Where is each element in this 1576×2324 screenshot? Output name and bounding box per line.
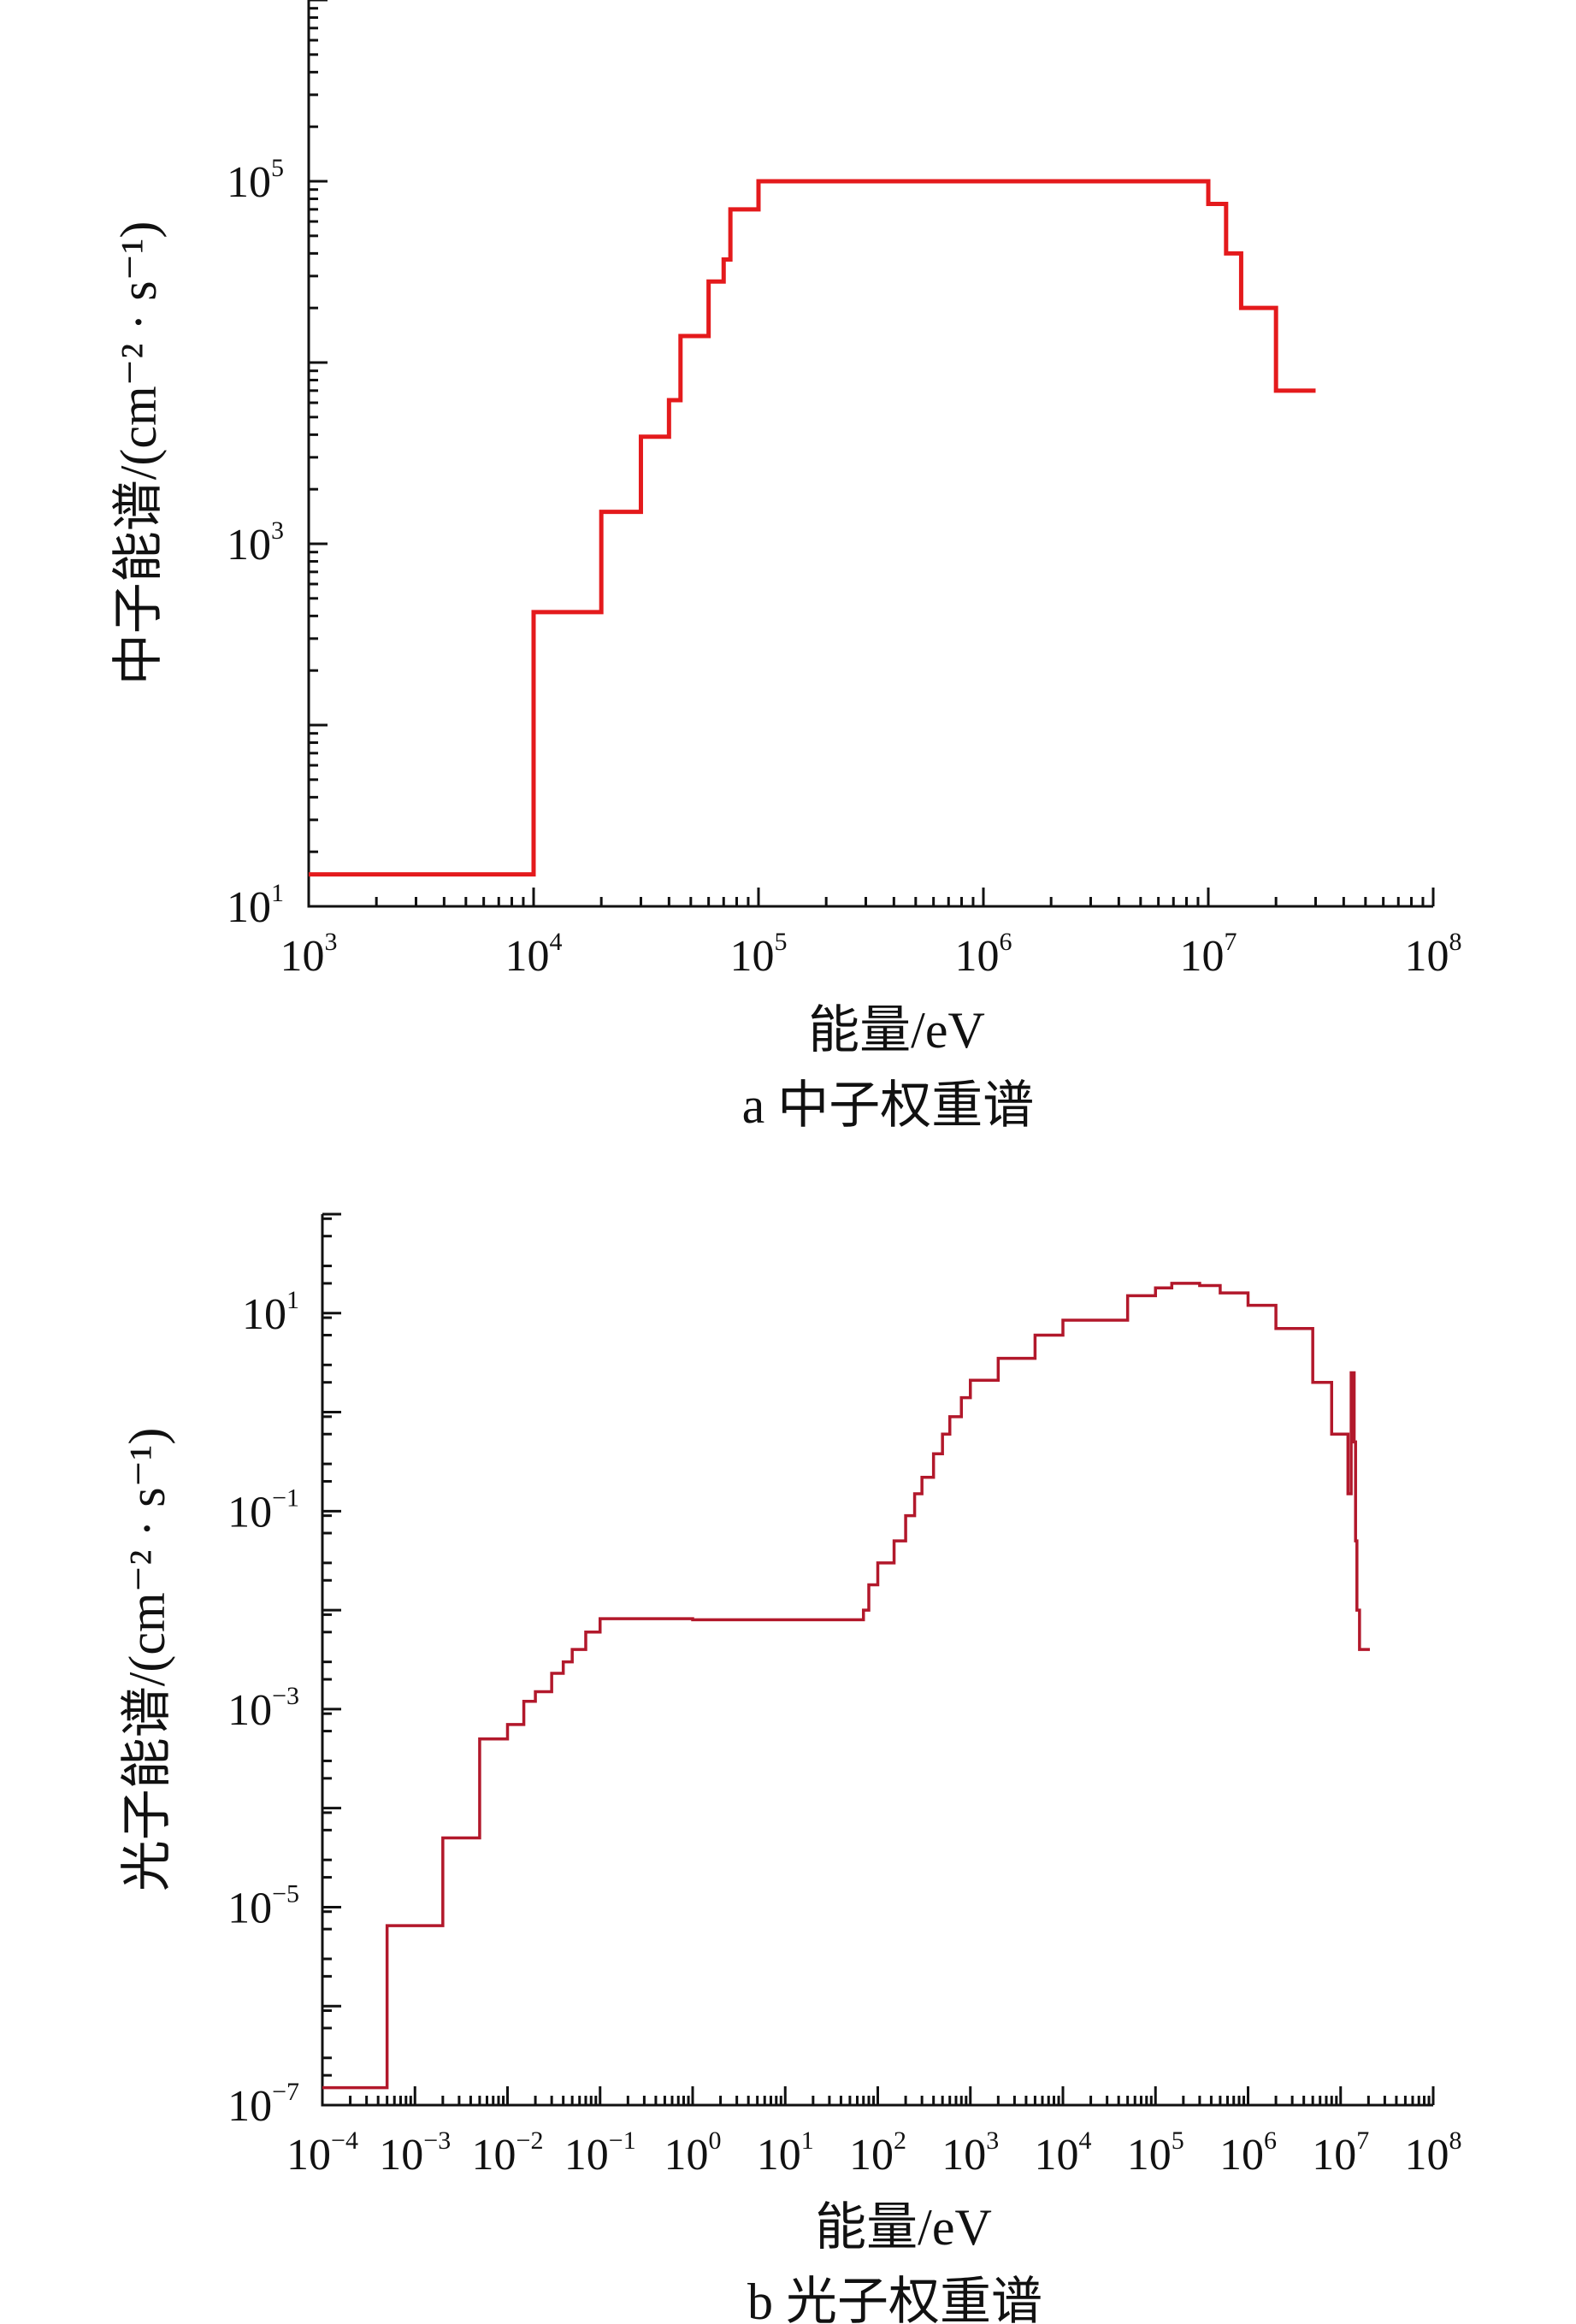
x-tick-label: 103 — [280, 928, 338, 981]
x-tick-label: 100 — [664, 2126, 722, 2179]
y-tick-label: 10−7 — [227, 2078, 299, 2131]
spectrum-series-line — [322, 1282, 1370, 2090]
spectrum-series-line — [309, 179, 1316, 877]
y-axis-title: 光子能谱/(cm⁻² · s⁻¹) — [119, 1428, 175, 1892]
x-tick-label: 10−3 — [379, 2126, 451, 2179]
x-tick-label: 10−2 — [472, 2126, 544, 2179]
y-tick-label: 10−1 — [227, 1483, 299, 1537]
x-tick-label: 104 — [1035, 2126, 1092, 2179]
figure-caption: a 中子权重谱 — [742, 1077, 1035, 1134]
x-tick-label: 108 — [1405, 928, 1462, 981]
x-tick-label: 10−1 — [564, 2126, 636, 2179]
x-tick-label: 105 — [730, 928, 788, 981]
x-tick-label: 104 — [505, 928, 563, 981]
y-tick-label: 10−3 — [227, 1682, 299, 1735]
x-tick-label: 102 — [849, 2126, 906, 2179]
x-axis-title: 能量/eV — [815, 2199, 992, 2256]
x-tick-label: 101 — [757, 2126, 814, 2179]
x-tick-label: 10−4 — [286, 2126, 358, 2179]
chart-b-photon-spectrum: 10−4 10−3 10−2 10−1 100 101 102 103 104 105 106 107… — [119, 1212, 1462, 2324]
figure-caption: b 光子权重谱 — [747, 2274, 1042, 2324]
chart-a-neutron-spectrum: 103 104 105 106 107 108101103105能量/eV中子能谱/(cm… — [110, 0, 1462, 1134]
y-axis-title: 中子能谱/(cm⁻² · s⁻¹) — [110, 221, 167, 686]
x-tick-label: 107 — [1180, 928, 1237, 981]
x-axis-title: 能量/eV — [808, 1002, 985, 1059]
x-tick-label: 106 — [1219, 2126, 1277, 2179]
y-tick-label: 103 — [227, 516, 284, 569]
x-tick-label: 103 — [941, 2126, 999, 2179]
y-tick-label: 101 — [227, 879, 284, 932]
x-tick-label: 108 — [1405, 2126, 1462, 2179]
y-tick-label: 10−5 — [227, 1879, 299, 1932]
axis-lines — [307, 0, 1433, 908]
y-tick-label: 101 — [242, 1286, 299, 1339]
x-tick-label: 106 — [955, 928, 1012, 981]
x-tick-label: 107 — [1312, 2126, 1369, 2179]
axis-lines — [321, 1214, 1433, 2107]
x-tick-label: 105 — [1127, 2126, 1184, 2179]
y-tick-label: 105 — [227, 154, 284, 207]
